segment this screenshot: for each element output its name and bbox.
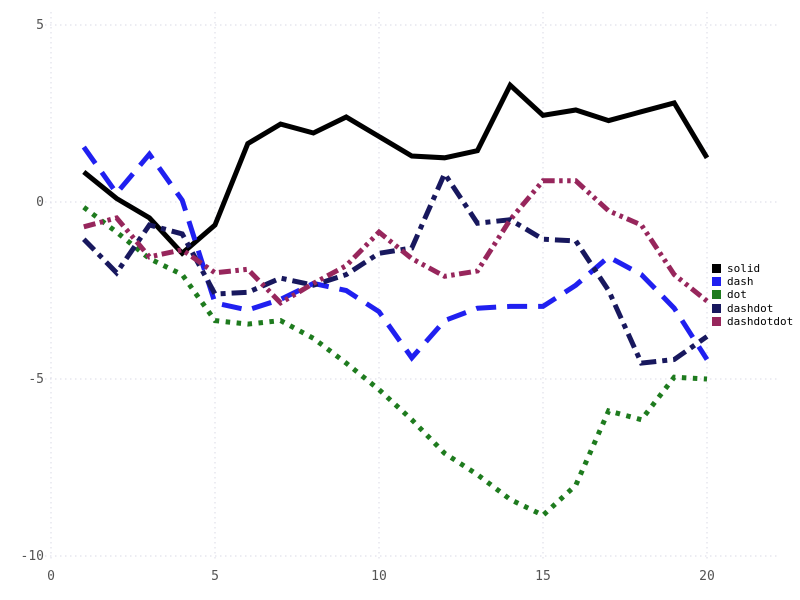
chart-legend: solid dash dot dashdot dashdotdot (712, 262, 793, 328)
y-axis-tick-label: -5 (28, 372, 44, 387)
y-axis-tick-label: 0 (36, 195, 44, 210)
x-axis-tick-label: 0 (47, 569, 55, 584)
series-line-solid (82, 81, 710, 257)
legend-label: solid (727, 262, 761, 275)
legend-swatch-icon (712, 264, 721, 274)
legend-label: dot (727, 288, 747, 302)
legend-item-solid: solid (712, 262, 793, 275)
legend-item-dash: dash (712, 275, 793, 288)
series-line-dot (82, 205, 708, 519)
x-axis-tick-label: 5 (211, 569, 219, 584)
axis-tick-labels: 0 5 10 15 20 -10 -5 0 5 (21, 18, 715, 584)
legend-label: dashdot (727, 301, 774, 315)
grid-lines (45, 12, 778, 562)
legend-swatch-icon (712, 290, 721, 300)
legend-label: dashdotdot (727, 314, 794, 328)
x-axis-tick-label: 15 (535, 569, 551, 584)
series-line-dash (81, 145, 710, 362)
x-axis-tick-label: 10 (371, 569, 387, 584)
legend-swatch-icon (712, 303, 721, 313)
legend-item-dashdot: dashdot (712, 302, 793, 315)
chart-series (81, 81, 710, 519)
y-axis-tick-label: 5 (36, 18, 44, 33)
legend-swatch-icon (712, 277, 721, 287)
y-axis-tick-label: -10 (21, 549, 44, 564)
legend-item-dashdotdot: dashdotdot (712, 315, 793, 328)
series-line-dashdotdot (83, 178, 709, 307)
legend-label: dash (727, 275, 754, 289)
x-axis-tick-label: 20 (699, 569, 715, 584)
legend-item-dot: dot (712, 288, 793, 301)
legend-swatch-icon (712, 316, 721, 326)
series-line-dashdot (82, 168, 709, 366)
